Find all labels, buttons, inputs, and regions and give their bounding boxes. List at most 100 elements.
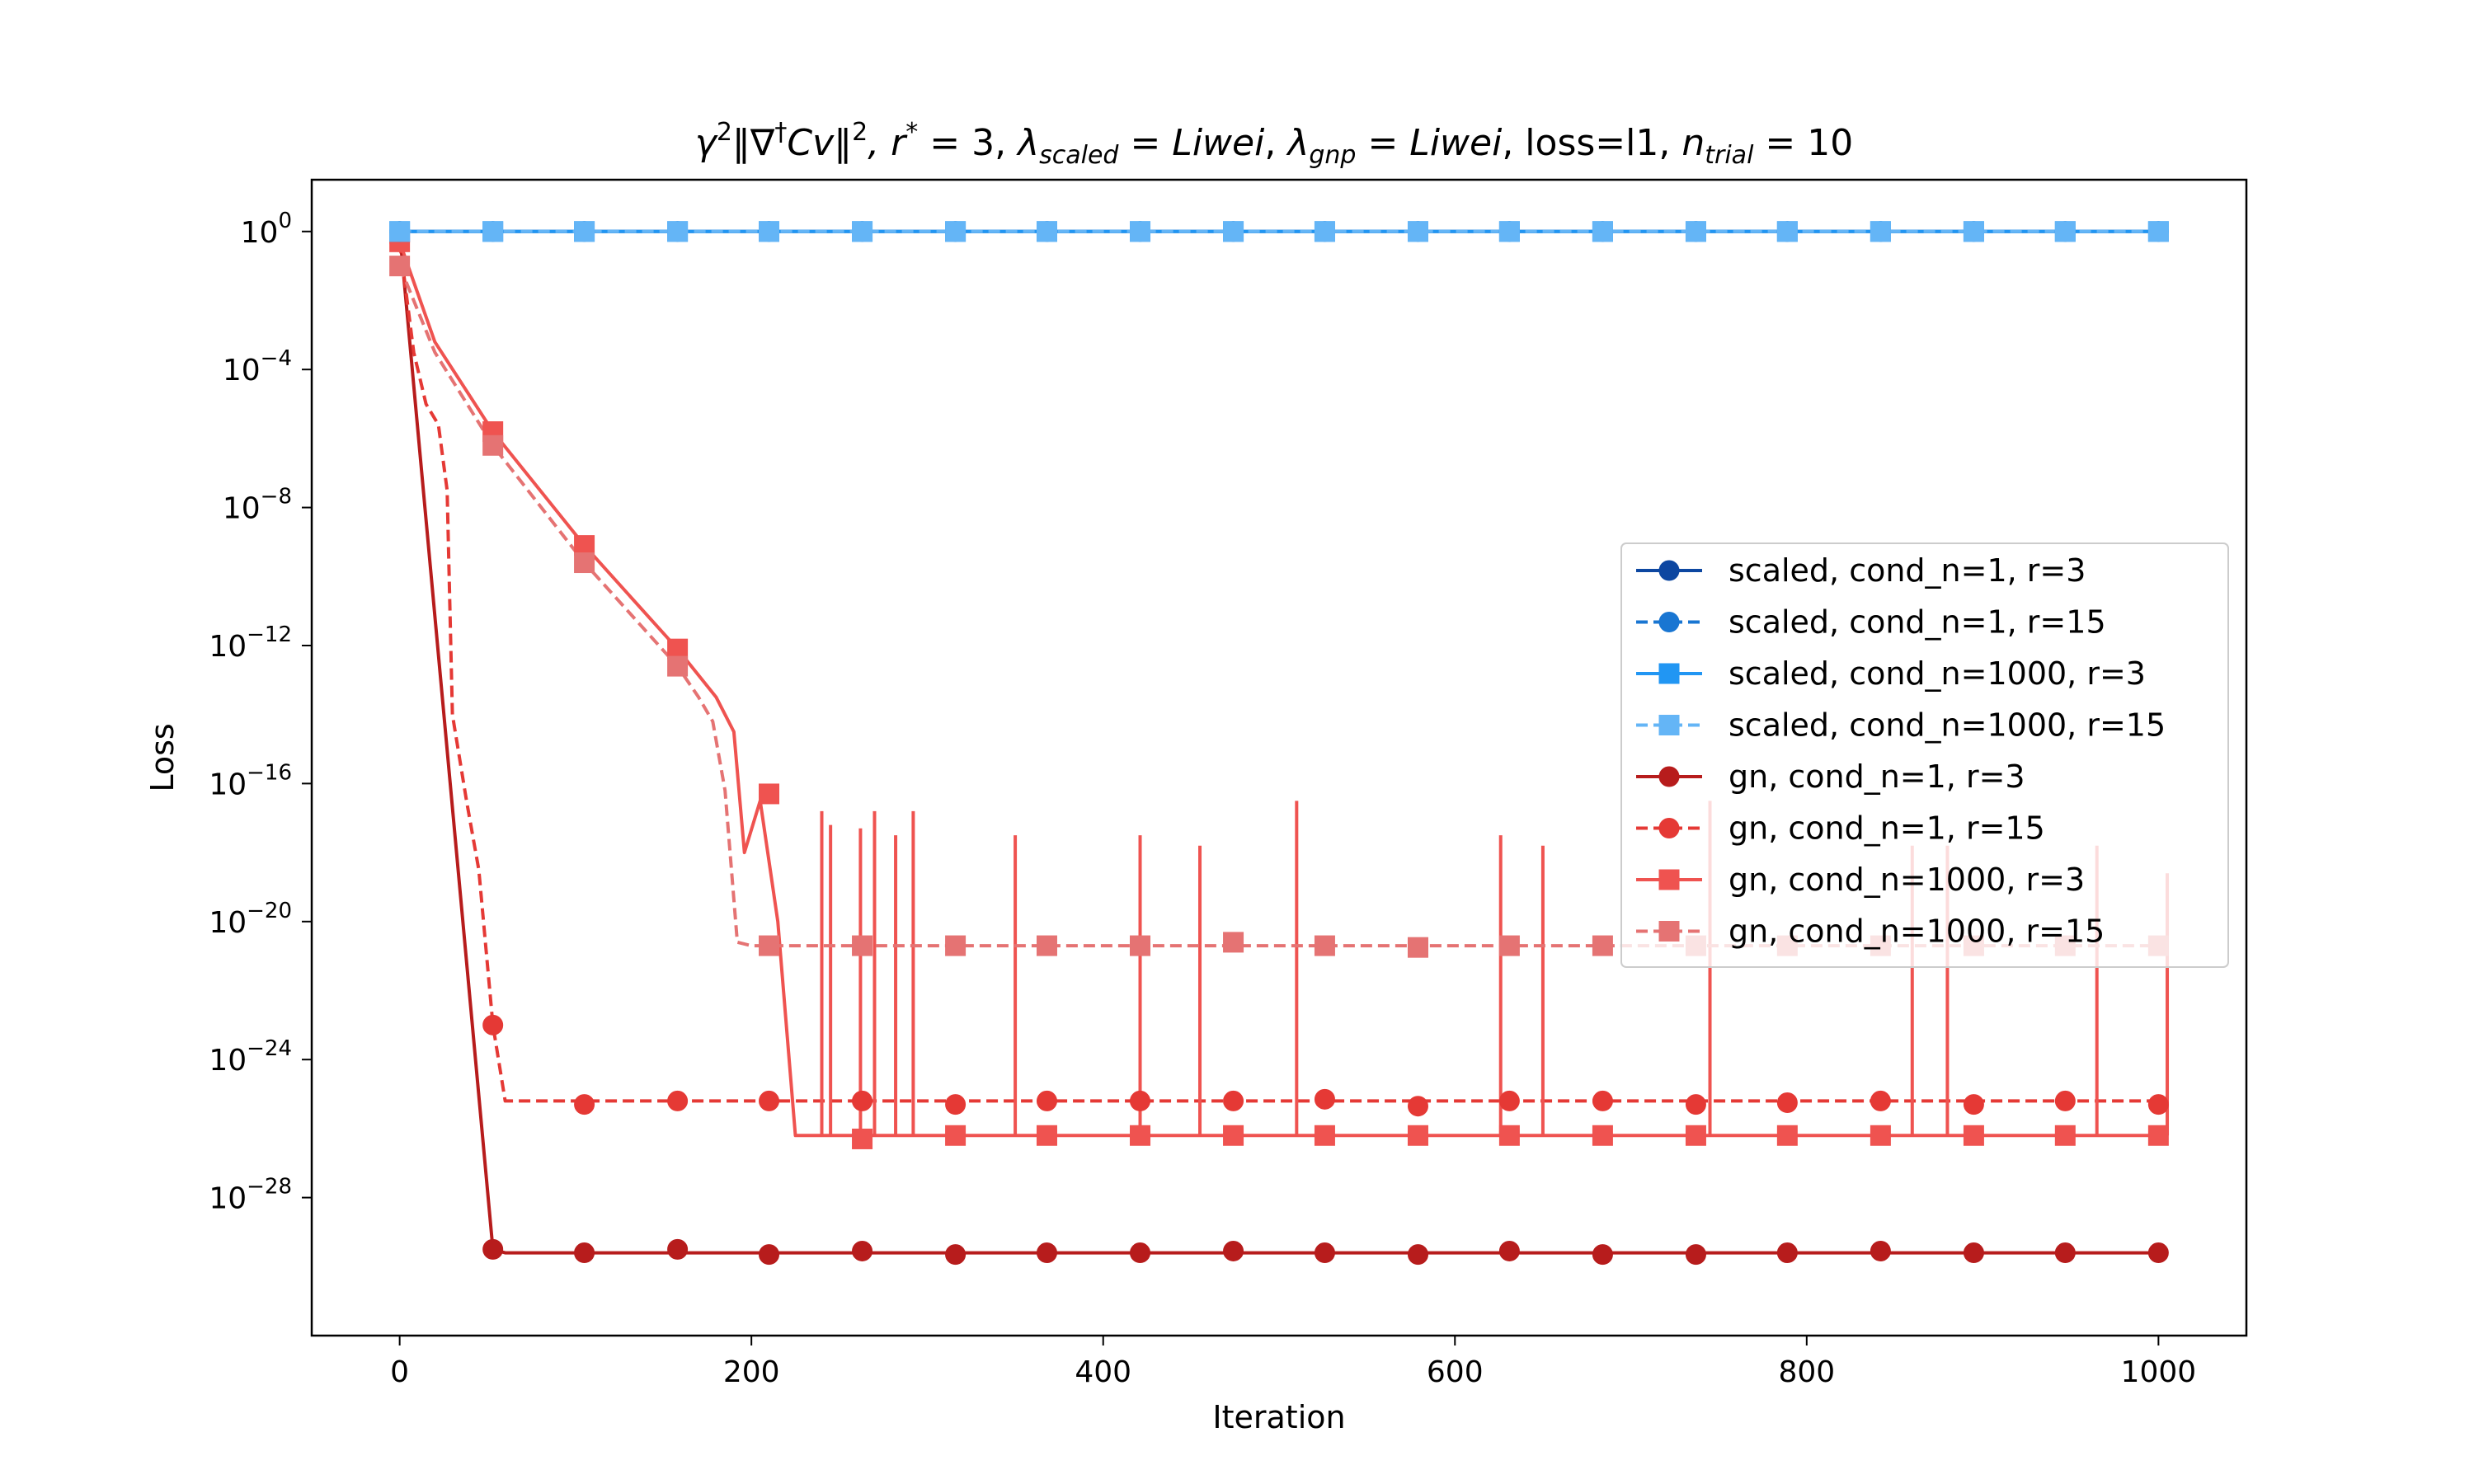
series-marker bbox=[759, 783, 780, 805]
series-marker bbox=[1685, 221, 1706, 242]
y-tick-label: 10−8 bbox=[223, 485, 292, 526]
series-marker bbox=[2054, 1090, 2076, 1111]
series-marker bbox=[1314, 1242, 1335, 1264]
series-marker bbox=[1223, 1240, 1244, 1261]
series-marker bbox=[1130, 1242, 1151, 1264]
series-marker bbox=[1036, 1125, 1057, 1146]
chart-title: γ2‖∇†Cv‖2, r* = 3, λscaled = Liwei, λgnp… bbox=[695, 118, 1853, 170]
series-marker bbox=[667, 638, 689, 660]
series-marker bbox=[1685, 1125, 1706, 1146]
legend-label: scaled, cond_n=1000, r=15 bbox=[1729, 707, 2166, 744]
series-marker bbox=[945, 1094, 967, 1115]
series-marker bbox=[1870, 1090, 1891, 1111]
series-marker bbox=[759, 935, 780, 956]
series-marker bbox=[1870, 1125, 1891, 1146]
series-marker bbox=[1498, 935, 1520, 956]
series-marker bbox=[2054, 221, 2076, 242]
y-tick-label: 10−16 bbox=[209, 760, 292, 801]
series-marker bbox=[574, 1242, 595, 1264]
series-marker bbox=[1592, 1244, 1613, 1266]
series-marker bbox=[1776, 221, 1798, 242]
series-marker bbox=[1658, 818, 1680, 838]
y-tick-label: 10−28 bbox=[209, 1175, 292, 1216]
series-marker bbox=[1407, 1096, 1428, 1117]
series-marker bbox=[2147, 1242, 2169, 1264]
series-marker bbox=[1592, 221, 1613, 242]
series-marker bbox=[945, 1244, 967, 1266]
legend-entry: gn, cond_n=1000, r=15 bbox=[1636, 913, 2105, 950]
legend-box bbox=[1620, 542, 2229, 968]
legend-label: gn, cond_n=1000, r=3 bbox=[1729, 862, 2085, 898]
series-marker bbox=[1036, 221, 1057, 242]
x-axis-label: Iteration bbox=[1212, 1399, 1345, 1435]
y-axis-label: Loss bbox=[144, 723, 181, 791]
series-marker bbox=[852, 1128, 873, 1149]
series-marker bbox=[945, 221, 967, 242]
series-markers-3 bbox=[389, 221, 2169, 242]
series-marker bbox=[667, 221, 689, 242]
series-marker bbox=[482, 1014, 504, 1036]
series-marker bbox=[667, 1238, 689, 1260]
series-marker bbox=[1963, 1125, 1984, 1146]
series-marker bbox=[667, 655, 689, 677]
legend-entry: scaled, cond_n=1000, r=15 bbox=[1636, 707, 2166, 744]
series-marker bbox=[1036, 1090, 1057, 1111]
legend-entry: gn, cond_n=1, r=3 bbox=[1636, 758, 2025, 795]
series-marker bbox=[945, 1125, 967, 1146]
series-marker bbox=[945, 935, 967, 956]
series-marker bbox=[1776, 1242, 1798, 1264]
series-marker bbox=[1498, 1090, 1520, 1111]
series-marker bbox=[1592, 1090, 1613, 1111]
series-marker bbox=[1407, 1125, 1428, 1146]
series-marker bbox=[1658, 560, 1680, 581]
series-marker bbox=[667, 1090, 689, 1111]
legend-entry: gn, cond_n=1, r=15 bbox=[1636, 810, 2045, 847]
series-marker bbox=[759, 1090, 780, 1111]
series-marker bbox=[1130, 1125, 1151, 1146]
series-marker bbox=[1223, 1125, 1244, 1146]
series-marker bbox=[852, 221, 873, 242]
series-marker bbox=[2054, 1125, 2076, 1146]
series-marker bbox=[482, 1238, 504, 1260]
legend-entry: scaled, cond_n=1, r=15 bbox=[1636, 604, 2106, 641]
series-marker bbox=[1658, 612, 1680, 632]
series-marker bbox=[482, 434, 504, 456]
series-marker bbox=[1658, 663, 1680, 684]
series-marker bbox=[1498, 1240, 1520, 1261]
series-marker bbox=[2147, 221, 2169, 242]
series-marker bbox=[574, 535, 595, 556]
series-marker bbox=[1658, 766, 1680, 787]
legend-label: gn, cond_n=1000, r=15 bbox=[1729, 913, 2105, 950]
series-marker bbox=[574, 221, 595, 242]
legend-entry: gn, cond_n=1000, r=3 bbox=[1636, 862, 2085, 898]
legend-entry: scaled, cond_n=1, r=3 bbox=[1636, 552, 2086, 589]
series-marker bbox=[1407, 1244, 1428, 1266]
y-tick-label: 10−24 bbox=[209, 1036, 292, 1078]
legend-label: scaled, cond_n=1, r=15 bbox=[1729, 604, 2106, 641]
legend-label: gn, cond_n=1, r=3 bbox=[1729, 758, 2025, 795]
series-marker bbox=[1223, 221, 1244, 242]
axes-frame bbox=[310, 178, 2248, 1337]
series-marker bbox=[1592, 935, 1613, 956]
legend: scaled, cond_n=1, r=3 scaled, cond_n=1, r… bbox=[1620, 542, 2229, 968]
series-marker bbox=[759, 1244, 780, 1266]
series-marker bbox=[1658, 715, 1680, 735]
x-tick-label: 0 bbox=[390, 1355, 409, 1389]
series-marker bbox=[1685, 1094, 1706, 1115]
series-marker bbox=[1963, 221, 1984, 242]
series-line bbox=[397, 265, 2159, 948]
legend-label: gn, cond_n=1, r=15 bbox=[1729, 810, 2045, 847]
series-marker bbox=[1314, 1125, 1335, 1146]
series-marker bbox=[1130, 221, 1151, 242]
series-marker bbox=[1036, 935, 1057, 956]
series-marker bbox=[482, 221, 504, 242]
series-marker bbox=[1498, 221, 1520, 242]
series-marker bbox=[1130, 935, 1151, 956]
y-tick-label: 10−12 bbox=[209, 622, 292, 664]
series-marker bbox=[1592, 1125, 1613, 1146]
series-marker bbox=[1223, 1090, 1244, 1111]
series-marker bbox=[2147, 1125, 2169, 1146]
series-marker bbox=[2054, 1242, 2076, 1264]
series-line bbox=[397, 242, 2159, 1103]
